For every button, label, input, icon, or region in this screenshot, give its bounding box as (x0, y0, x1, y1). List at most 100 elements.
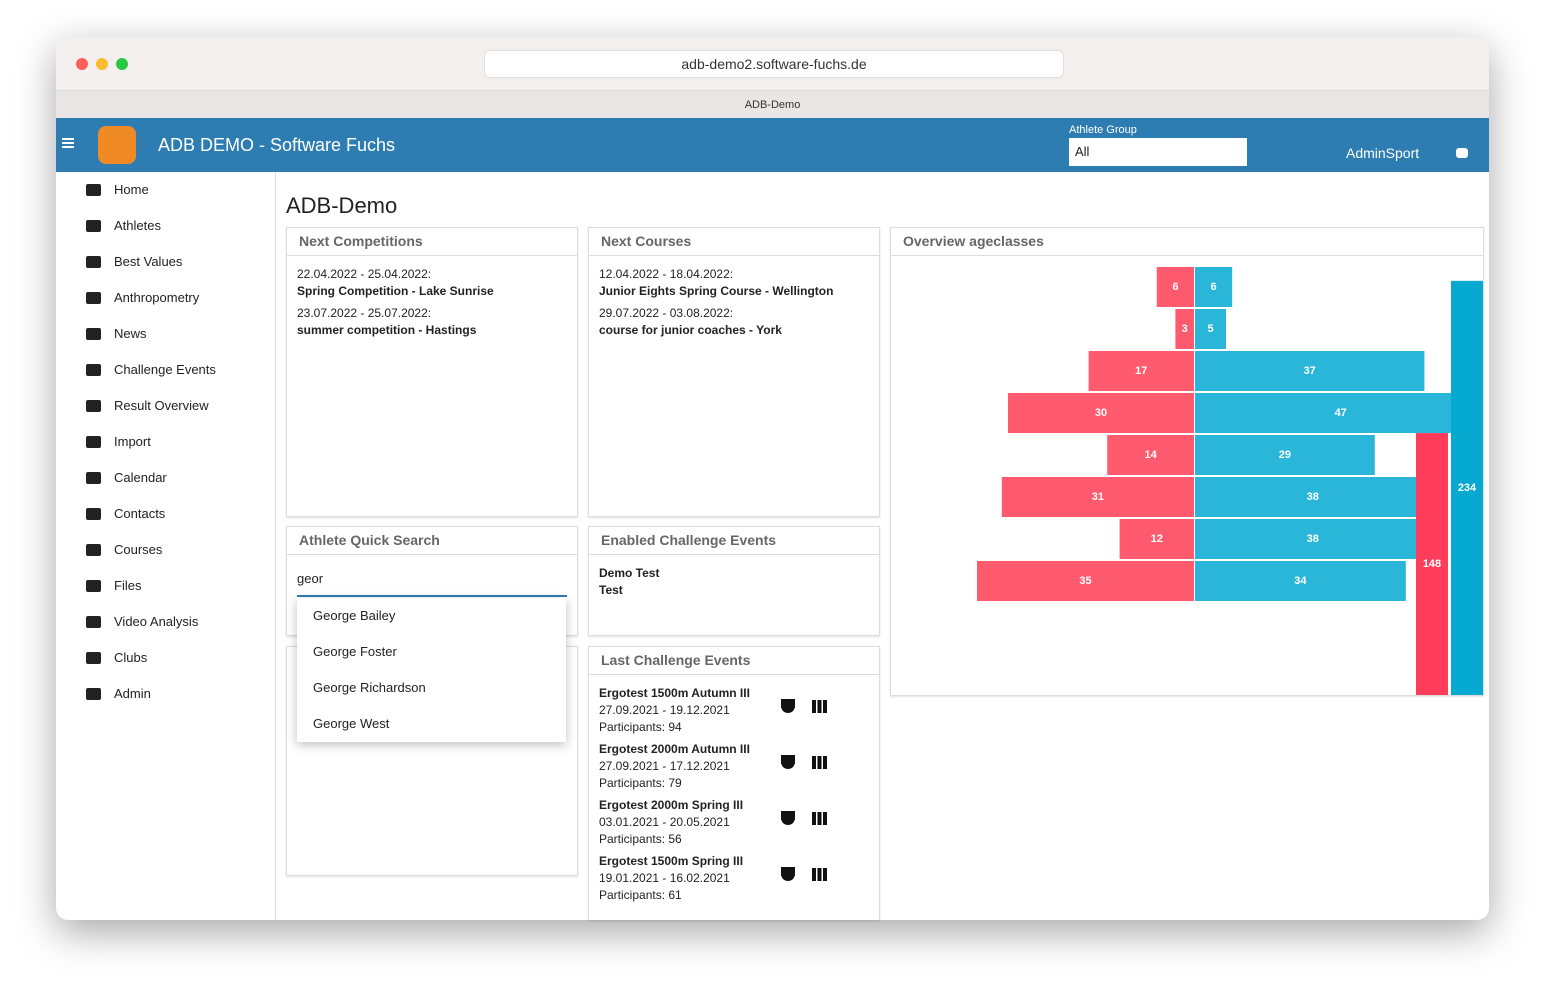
bar-label: 35 (1079, 575, 1091, 587)
toolbar: adb-demo2.software-fuchs.de (56, 37, 1489, 90)
settings[interactable] (1456, 148, 1468, 158)
date: 12.04.2022 - 18.04.2022: (599, 267, 734, 281)
nav-item[interactable]: Clubs (56, 640, 275, 676)
nav-item[interactable]: Files (56, 568, 275, 604)
nav-item[interactable]: Video Analysis (56, 604, 275, 640)
app-header: ADB DEMO - Software Fuchs Athlete Group … (56, 118, 1489, 172)
nav-item[interactable]: Athletes (56, 208, 275, 244)
challenge-name: Ergotest 1500m Spring III (599, 854, 744, 868)
date: 22.04.2022 - 25.04.2022: (297, 267, 432, 281)
participants: Participants: 79 (599, 776, 682, 790)
nav-item[interactable]: Best Values (56, 244, 275, 280)
nav-icon (86, 544, 101, 556)
suggestion[interactable]: George Foster (313, 644, 397, 659)
nav-icon (86, 256, 101, 268)
url-bar[interactable]: adb-demo2.software-fuchs.de (484, 50, 1064, 78)
bar-label: 31 (1092, 491, 1104, 503)
nav-icon (86, 184, 101, 196)
pyramid-chart: 6 3 17 30 14 31 12 35 6 5 37 47 29 38 38 34 148 234 (977, 267, 1483, 695)
bar (977, 561, 1194, 601)
nav-item[interactable]: Anthropometry (56, 280, 275, 316)
nav-item[interactable]: Home (56, 172, 275, 208)
nav-item[interactable]: Import (56, 424, 275, 460)
nav-item[interactable]: Result Overview (56, 388, 275, 424)
nav-icon (86, 328, 101, 340)
search-input[interactable]: geor (297, 563, 567, 597)
last-challenges-card: Last Challenge Events Ergotest 1500m Aut… (588, 646, 880, 920)
course: Junior Eights Spring Course - Wellington (599, 284, 834, 298)
bar-label: 38 (1307, 533, 1319, 545)
bar (1088, 351, 1194, 391)
card-title: Athlete Quick Search (287, 527, 577, 555)
nav-icon (86, 472, 101, 484)
bar-label: 37 (1304, 365, 1316, 377)
suggestion[interactable]: George Bailey (313, 608, 396, 623)
page-title: ADB-Demo (286, 193, 398, 218)
nav-item[interactable]: Courses (56, 532, 275, 568)
card-title: Next Competitions (287, 228, 577, 256)
bar (1195, 393, 1483, 433)
bar-label: 17 (1135, 365, 1147, 377)
bar-label: 29 (1279, 449, 1291, 461)
nav-item[interactable]: Contacts (56, 496, 275, 532)
nav-item[interactable]: Calendar (56, 460, 275, 496)
nav-icon (86, 580, 101, 592)
bar-label: 12 (1151, 533, 1163, 545)
bar-label: 38 (1307, 491, 1319, 503)
minimize[interactable] (96, 58, 108, 70)
bar (1195, 561, 1406, 601)
table-icon[interactable] (812, 756, 827, 769)
trophy-icon[interactable] (781, 811, 795, 825)
close[interactable] (76, 58, 88, 70)
sidebar: Home Athletes Best Values Anthropometry News… (56, 172, 276, 920)
table-icon[interactable] (812, 700, 827, 713)
nav-item[interactable]: Challenge Events (56, 352, 275, 388)
bar (1156, 267, 1194, 307)
challenge-dates: 03.01.2021 - 20.05.2021 (599, 815, 730, 829)
nav-item[interactable]: News (56, 316, 275, 352)
challenge-item: Ergotest 1500m Autumn III 27.09.2021 - 19… (589, 675, 879, 734)
card-title: Next Courses (589, 228, 879, 256)
maximize[interactable] (116, 58, 128, 70)
table-icon[interactable] (812, 812, 827, 825)
group-select[interactable]: All (1069, 138, 1247, 166)
table-icon[interactable] (812, 868, 827, 881)
course: course for junior coaches - York (599, 323, 782, 337)
challenge: Demo Test (599, 566, 660, 580)
nav-icon (86, 508, 101, 520)
bar-label: 30 (1095, 407, 1107, 419)
menu-button[interactable] (62, 138, 74, 140)
suggestion[interactable]: George Richardson (313, 680, 426, 695)
bar-label: 47 (1335, 407, 1347, 419)
nav-item[interactable]: Admin (56, 676, 275, 712)
total-label: 148 (1423, 558, 1441, 570)
bar (1008, 393, 1194, 433)
trophy-icon[interactable] (781, 867, 795, 881)
challenge: Test (599, 583, 623, 597)
bar (1107, 435, 1194, 475)
event: summer competition - Hastings (297, 323, 477, 337)
group-label: Athlete Group (1069, 124, 1137, 136)
bar-label: 14 (1144, 449, 1157, 461)
card-title: Enabled Challenge Events (589, 527, 879, 555)
trophy-icon[interactable] (781, 699, 795, 713)
challenge-item: Ergotest 2000m Spring III 03.01.2021 - 20… (589, 787, 879, 846)
nav-icon (86, 436, 101, 448)
enabled-challenges-card: Enabled Challenge Events Demo Test Test (588, 526, 880, 636)
challenge-item: Ergotest 1500m Spring III 19.01.2021 - 16… (589, 843, 879, 902)
nav-icon (86, 220, 101, 232)
tab[interactable]: ADB-Demo (56, 90, 1489, 119)
bar (1195, 477, 1431, 517)
challenge-name: Ergotest 1500m Autumn III (599, 686, 750, 700)
bar (1119, 519, 1194, 559)
trophy-icon[interactable] (781, 755, 795, 769)
bar (1195, 519, 1431, 559)
nav-icon (86, 652, 101, 664)
participants: Participants: 94 (599, 720, 682, 734)
user-menu[interactable]: AdminSport (1346, 145, 1420, 161)
bar (1195, 309, 1226, 349)
participants: Participants: 61 (599, 888, 682, 902)
logo (98, 126, 136, 164)
suggestion[interactable]: George West (313, 716, 390, 731)
